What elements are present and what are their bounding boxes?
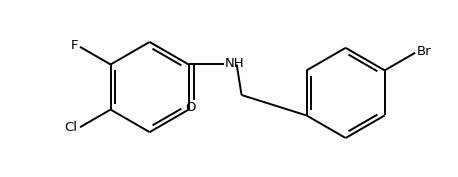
Text: Br: Br — [417, 45, 432, 58]
Text: O: O — [185, 101, 196, 114]
Text: F: F — [71, 39, 78, 52]
Text: NH: NH — [225, 57, 245, 70]
Text: Cl: Cl — [64, 121, 77, 134]
